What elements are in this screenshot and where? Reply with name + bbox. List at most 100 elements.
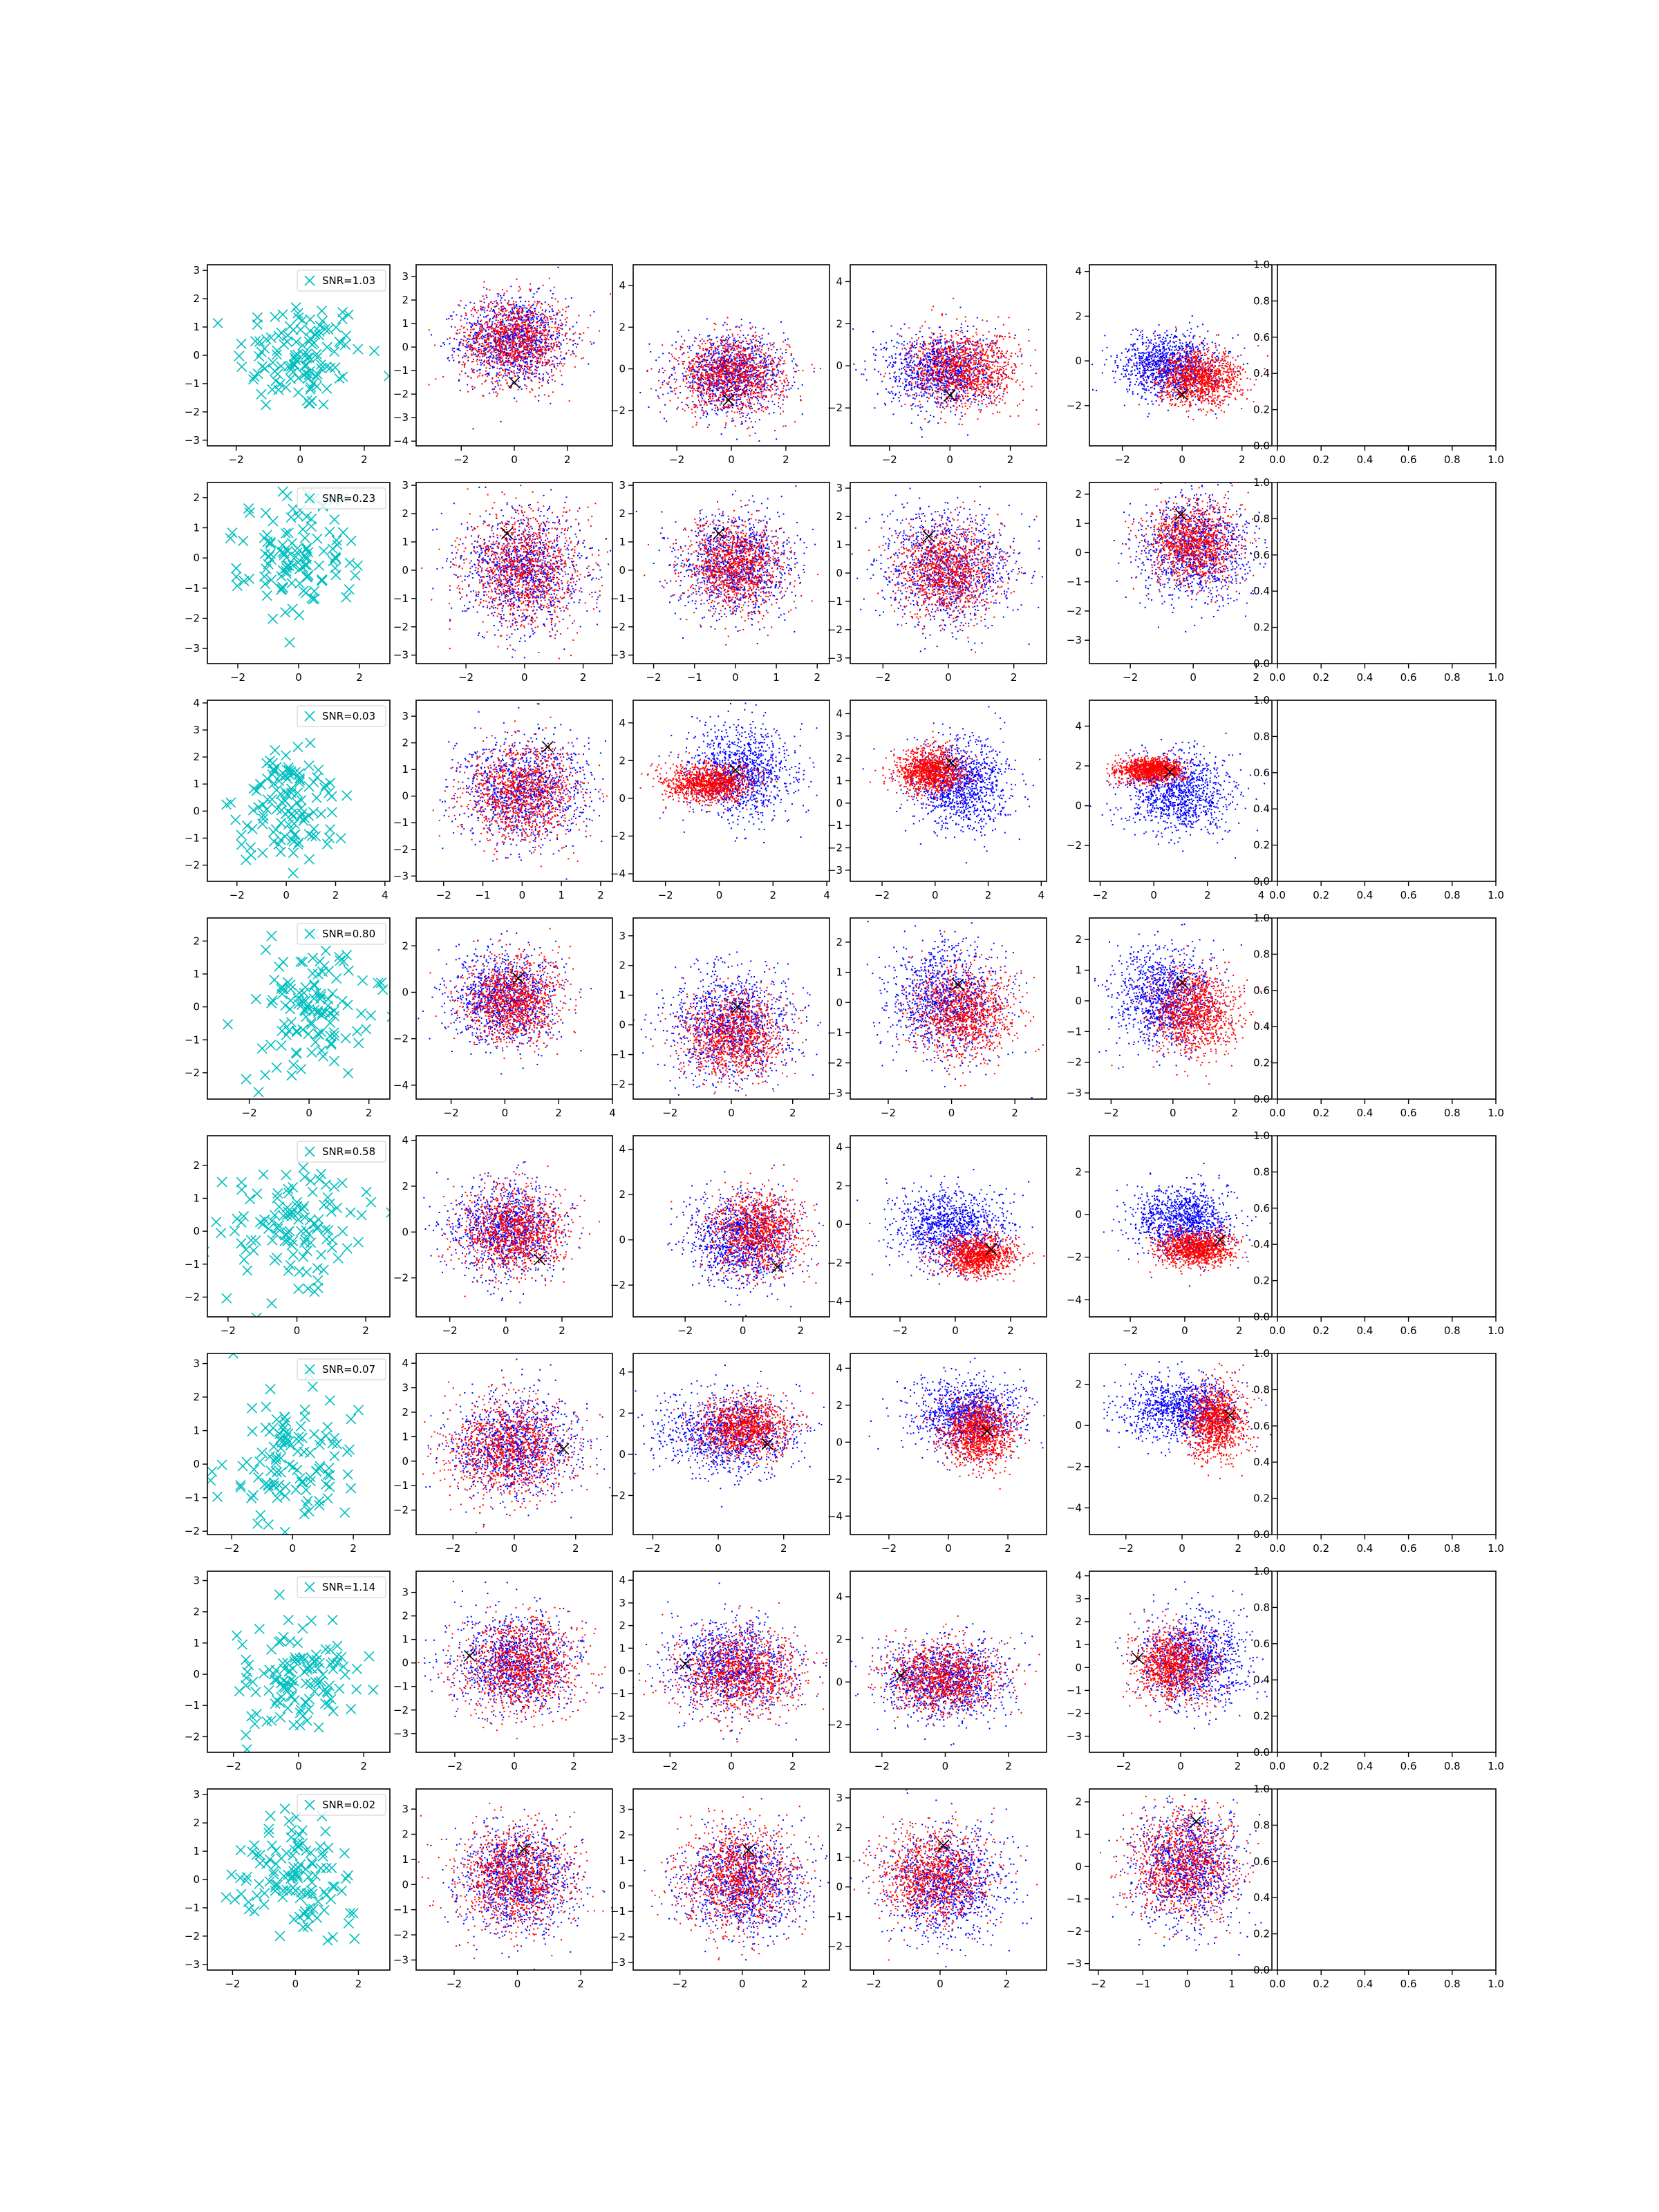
scatter-point-blue [767,387,768,388]
scatter-point-red [533,321,534,322]
scatter-point-blue [523,378,525,379]
scatter-point-blue [986,338,987,339]
scatter-point-red [531,348,532,350]
y-tick-label: 0 [619,363,626,375]
scatter-point-blue [889,357,890,358]
scatter-point-red [535,352,536,353]
scatter-point-red [711,339,712,341]
scatter-point-red [556,312,558,314]
scatter-point-red [496,375,497,377]
scatter-point-red [733,342,734,344]
scatter-point-red [515,301,516,303]
scatter-point-red [517,310,518,312]
scatter-point-red [752,326,753,328]
scatter-point-blue [684,340,685,341]
scatter-point-red [467,342,468,344]
scatter-point-red [695,390,696,391]
scatter-point-blue [754,350,756,352]
scatter-point-blue [705,371,706,373]
scatter-point-blue [885,404,886,406]
scatter-point-red [650,368,652,370]
scatter-point-blue [440,346,442,347]
scatter-point-red [525,350,527,351]
scatter-point-blue [793,358,794,359]
scatter-point-red [554,364,555,365]
scatter-point-red [523,346,525,347]
scatter-point-red [487,351,489,353]
scatter-point-blue [782,353,783,354]
scatter-point-blue [487,357,489,358]
scatter-point-blue [540,314,541,315]
scatter-point-red [497,368,498,369]
scatter-point-blue [715,393,716,395]
scatter-point-blue [526,308,527,309]
scatter-point-red [536,306,537,307]
scatter-point-red [486,344,487,346]
scatter-point-red [734,358,735,359]
scatter-point-red [461,326,462,327]
scatter-point-blue [704,353,706,355]
scatter-point-red [689,367,691,368]
scatter-point-blue [749,347,750,348]
scatter-point-blue [671,387,672,388]
scatter-point-blue [743,355,744,356]
scatter-point-red [485,352,486,353]
scatter-point-red [788,344,789,346]
scatter-point-blue [536,370,538,371]
scatter-point-red [767,366,769,368]
scatter-point-red [480,353,482,354]
scatter-point-red [772,372,774,373]
scatter-point-red [732,418,733,419]
scatter-point-blue [729,346,730,348]
scatter-point-red [743,350,744,352]
scatter-point-blue [742,423,743,424]
scatter-point-blue [924,382,925,384]
scatter-point-blue [700,384,702,386]
scatter-point-blue [507,335,509,337]
scatter-point-red [728,375,729,377]
scatter-point-blue [483,353,485,355]
scatter-point-red [699,348,700,349]
scatter-point-red [599,330,600,332]
scatter-point-blue [919,406,921,408]
scatter-point-blue [650,351,651,353]
scatter-point-red [532,315,533,317]
scatter-point-red [554,350,555,351]
y-tick-label: 0 [402,341,409,353]
scatter-point-red [558,331,559,332]
scatter-point-red [536,375,537,377]
y-tick-label: −3 [185,434,200,447]
scatter-point-red [472,338,474,339]
scatter-point-red [689,363,691,364]
scatter-point-red [541,317,542,318]
scatter-point-blue [498,350,499,352]
scatter-point-red [473,353,474,354]
scatter-point-red [694,364,695,365]
scatter-point-red [737,411,738,413]
scatter-point-red [465,332,466,333]
scatter-point-blue [908,390,909,391]
scatter-point-blue [448,318,449,319]
scatter-point-red [500,331,501,332]
scatter-point-red [697,386,699,388]
scatter-point-red [534,396,536,397]
scatter-point-red [494,362,496,363]
scatter-point-red [554,380,556,382]
scatter-point-red [746,379,747,380]
scatter-point-blue [593,342,594,344]
scatter-point-red [724,348,726,349]
scatter-point-blue [769,413,770,414]
scatter-point-red [702,343,703,344]
scatter-point-red [500,374,502,375]
scatter-point-red [477,341,478,343]
scatter-point-red [710,396,711,397]
scatter-point-red [768,379,769,380]
scatter-point-red [512,372,514,373]
scatter-point-red [682,347,683,348]
scatter-point-red [727,324,728,325]
scatter-point-blue [453,359,454,361]
scatter-point-blue [480,324,482,325]
scatter-point-blue [520,297,521,298]
scatter-point-red [501,329,503,330]
scatter-point-red [732,347,733,348]
